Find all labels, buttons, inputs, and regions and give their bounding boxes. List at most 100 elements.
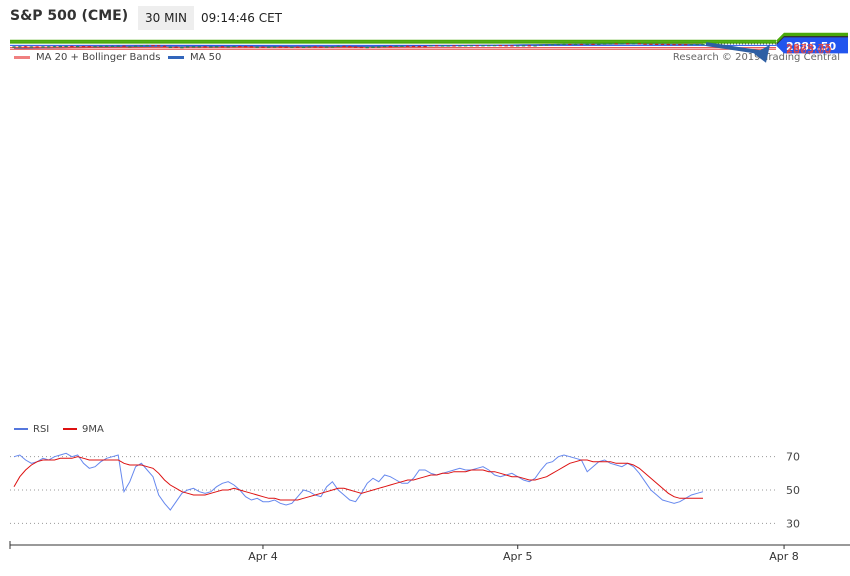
- candle-body: [602, 43, 607, 45]
- forecast-arrow-shaft: [705, 42, 765, 55]
- candle-body: [41, 46, 45, 48]
- rsi-series-line: [13, 452, 704, 511]
- x-tick-label: Apr 8: [769, 550, 799, 563]
- candle-body: [400, 45, 404, 47]
- candle-body: [23, 46, 28, 48]
- rsi-tick-label: 50: [786, 484, 800, 497]
- candle-body: [336, 45, 340, 48]
- level-tag: [776, 37, 848, 54]
- candle-body: [689, 44, 694, 46]
- candle-body: [365, 46, 369, 49]
- candle-body: [660, 43, 665, 46]
- level-label: 2865.00: [786, 44, 832, 57]
- candle-body: [626, 43, 630, 45]
- candle-body: [209, 46, 213, 48]
- interval-selector[interactable]: 30 MIN: [138, 6, 194, 30]
- x-tick-label: Apr 4: [248, 550, 278, 563]
- candle-body: [330, 46, 335, 48]
- candle-body: [203, 46, 207, 48]
- candle-body: [377, 46, 381, 48]
- candle-body: [556, 44, 560, 46]
- candles: [12, 43, 705, 49]
- ma50-swatch: [168, 55, 184, 59]
- candle-body: [527, 45, 532, 47]
- ma20-swatch: [14, 55, 30, 59]
- chart-header: S&P 500 (CME) 30 MIN 09:14:46 CET: [0, 0, 850, 38]
- candle-body: [469, 45, 474, 47]
- rsi-ma-label: 9MA: [82, 424, 104, 435]
- candle-body: [296, 46, 300, 48]
- candle-body: [324, 46, 329, 48]
- candle-body: [539, 44, 543, 46]
- candle-body: [475, 45, 479, 47]
- candle-body: [197, 46, 201, 48]
- candle-body: [521, 45, 526, 47]
- candle-body: [452, 45, 456, 47]
- candle-body: [620, 43, 624, 45]
- candle-body: [301, 46, 306, 48]
- candle-body: [568, 43, 572, 46]
- candle-body: [342, 45, 346, 48]
- candle-body: [243, 46, 248, 48]
- candle-body: [93, 46, 97, 48]
- candle-body: [162, 45, 167, 47]
- candle-body: [550, 44, 555, 46]
- candle-body: [18, 46, 22, 48]
- candle-body: [278, 46, 283, 48]
- candle-body: [637, 43, 642, 45]
- candle-body: [672, 44, 676, 46]
- forecast-arrow: [705, 42, 770, 63]
- candle-body: [458, 45, 462, 47]
- candle-body: [307, 46, 311, 48]
- candle-body: [261, 46, 265, 48]
- candle-body: [110, 45, 115, 47]
- clock-time: 09:14:46 CET: [201, 11, 282, 25]
- instrument-title: S&P 500 (CME): [10, 8, 129, 24]
- candle-body: [290, 46, 294, 48]
- candle-body: [579, 43, 584, 46]
- candle-body: [157, 45, 161, 47]
- candle-body: [255, 46, 259, 48]
- candle-body: [492, 45, 497, 47]
- candle-body: [504, 45, 508, 47]
- level-label: 2885.50: [786, 40, 836, 53]
- candle-body: [191, 46, 196, 48]
- candle-body: [52, 46, 57, 48]
- candle-body: [29, 46, 34, 48]
- candle-body: [562, 43, 566, 46]
- candle-body: [544, 44, 549, 46]
- legend-ma20: MA 20 + Bollinger Bands: [14, 52, 160, 63]
- candle-body: [116, 45, 120, 47]
- candle-body: [678, 44, 682, 46]
- candle-body: [423, 45, 427, 48]
- candle-body: [128, 46, 132, 48]
- ma20-label: MA 20 + Bollinger Bands: [36, 52, 161, 63]
- candle-body: [597, 43, 601, 45]
- candle-body: [417, 45, 421, 48]
- candle-body: [272, 46, 277, 48]
- candle-body: [382, 45, 387, 48]
- rsi-tick-label: 30: [786, 517, 800, 530]
- candle-body: [139, 45, 144, 47]
- candle-body: [180, 47, 184, 49]
- candle-body: [99, 45, 103, 48]
- candle-body: [220, 46, 225, 48]
- legend-ma50: MA 50: [168, 52, 221, 63]
- rsi-panel: 70 50 30: [10, 451, 800, 530]
- rsi-legend: RSI 9MA: [14, 424, 104, 435]
- candle-body: [510, 45, 514, 47]
- candle-body: [533, 45, 537, 47]
- candle-body: [122, 45, 126, 47]
- candle-body: [446, 45, 450, 47]
- candle-body: [267, 46, 271, 48]
- candle-body: [614, 43, 618, 45]
- candle-body: [406, 45, 410, 47]
- candle-body: [411, 45, 416, 48]
- x-tick-label: Apr 5: [503, 550, 533, 563]
- candle-body: [214, 46, 219, 48]
- candle-body: [591, 43, 595, 46]
- candle-body: [487, 45, 491, 47]
- candle-body: [498, 45, 503, 47]
- candle-body: [388, 45, 393, 48]
